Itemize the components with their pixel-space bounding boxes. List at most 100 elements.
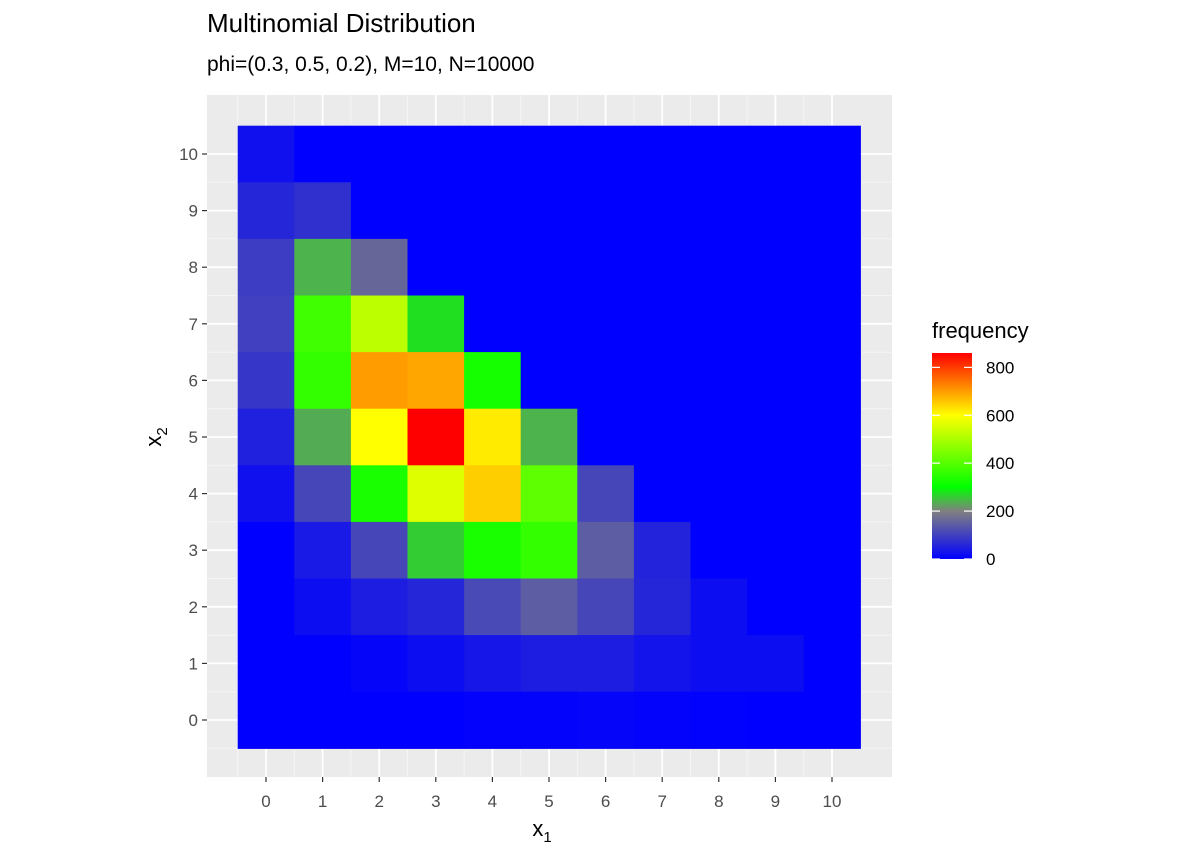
heatmap-tile <box>237 691 295 749</box>
heatmap-tile <box>407 238 465 297</box>
heatmap-tile <box>407 578 465 636</box>
heatmap-tile <box>407 635 465 693</box>
heatmap-tile <box>747 182 805 240</box>
heatmap-tile <box>633 691 692 749</box>
heatmap-tile <box>407 465 465 523</box>
heatmap-tile <box>747 295 805 353</box>
heatmap-tile <box>577 125 635 183</box>
heatmap-tile <box>633 635 692 693</box>
heatmap-tile <box>690 635 748 693</box>
y-tick-label: 3 <box>189 541 198 560</box>
heatmap-tile <box>803 521 861 580</box>
heatmap-tile <box>690 408 748 466</box>
heatmap-tile <box>577 238 635 297</box>
heatmap-tile <box>350 465 409 523</box>
y-tick-label: 8 <box>189 258 198 277</box>
legend-label: 200 <box>986 502 1014 521</box>
x-tick-label: 4 <box>488 792 497 811</box>
heatmap-tile <box>464 125 522 183</box>
heatmap-tile <box>803 408 861 466</box>
legend-ticks: 0 200 400 600 800 <box>932 358 1014 569</box>
heatmap-tile <box>294 295 352 353</box>
x-tick-label: 2 <box>374 792 383 811</box>
heatmap-tile <box>350 352 409 410</box>
legend-title: frequency <box>932 318 1029 343</box>
heatmap-tile <box>690 521 748 580</box>
heatmap-tile <box>520 295 578 353</box>
heatmap-tile <box>237 578 295 636</box>
heatmap-tile <box>464 578 522 636</box>
heatmap-tile <box>464 295 522 353</box>
x-tick-label: 1 <box>318 792 327 811</box>
chart-subtitle: phi=(0.3, 0.5, 0.2), M=10, N=10000 <box>207 53 535 76</box>
heatmap-tile <box>690 182 748 240</box>
heatmap-tile <box>237 295 295 353</box>
heatmap-tile <box>237 125 295 183</box>
heatmap-tile <box>633 408 692 466</box>
legend-label: 0 <box>986 550 995 569</box>
heatmap-tile <box>633 295 692 353</box>
heatmap-tile <box>294 691 352 749</box>
y-tick-label: 5 <box>189 428 198 447</box>
heatmap-tile <box>577 521 635 580</box>
heatmap-tile <box>464 465 522 523</box>
heatmap-tile <box>747 125 805 183</box>
heatmap-tile <box>237 465 295 523</box>
heatmap-tile <box>237 238 295 297</box>
heatmap-tile <box>294 521 352 580</box>
heatmap-tile <box>520 635 578 693</box>
heatmap-tile <box>633 465 692 523</box>
heatmap-tile <box>294 125 352 183</box>
heatmap-tile <box>577 182 635 240</box>
legend-colorbar <box>932 353 972 559</box>
heatmap-tile <box>747 352 805 410</box>
x-tick-label: 5 <box>544 792 553 811</box>
heatmap-tile <box>237 352 295 410</box>
heatmap-tile <box>520 578 578 636</box>
y-tick-label: 6 <box>189 371 198 390</box>
y-tick-label: 7 <box>189 315 198 334</box>
heatmap-tile <box>520 521 578 580</box>
heatmap-tile <box>633 352 692 410</box>
heatmap-tile <box>690 578 748 636</box>
heatmap-tile <box>747 578 805 636</box>
x-tick-label: 6 <box>601 792 610 811</box>
y-tick-label: 1 <box>189 654 198 673</box>
heatmap-tile <box>520 691 578 749</box>
heatmap-tile <box>747 635 805 693</box>
y-tick-label: 2 <box>189 598 198 617</box>
heatmap-tile <box>577 691 635 749</box>
heatmap-tile <box>237 408 295 466</box>
chart-title: Multinomial Distribution <box>207 8 476 38</box>
heatmap-tile <box>803 238 861 297</box>
heatmap-tile <box>520 465 578 523</box>
heatmap-tile <box>350 295 409 353</box>
heatmap-tile <box>577 295 635 353</box>
heatmap-tile <box>520 182 578 240</box>
legend-label: 800 <box>986 358 1014 377</box>
heatmap-tile <box>294 238 352 297</box>
heatmap-tile <box>294 352 352 410</box>
heatmap-tile <box>350 408 409 466</box>
heatmap-tile <box>803 352 861 410</box>
x-tick-label: 3 <box>431 792 440 811</box>
heatmap-tile <box>464 182 522 240</box>
heatmap-tile <box>464 238 522 297</box>
y-axis-title-main: x <box>141 436 166 447</box>
heatmap-tile <box>803 295 861 353</box>
heatmap-tile <box>294 465 352 523</box>
heatmap-tile <box>803 578 861 636</box>
heatmap-tile <box>803 182 861 240</box>
heatmap-tile <box>520 125 578 183</box>
y-tick-label: 4 <box>189 485 198 504</box>
x-tick-label: 10 <box>823 792 842 811</box>
heatmap-tile <box>464 635 522 693</box>
y-tick-label: 9 <box>189 202 198 221</box>
heatmap-tile <box>520 408 578 466</box>
heatmap-tile <box>690 691 748 749</box>
heatmap-tile <box>407 125 465 183</box>
heatmap-tile <box>577 578 635 636</box>
heatmap-tile <box>464 408 522 466</box>
heatmap-tile <box>577 352 635 410</box>
heatmap-tile <box>350 125 409 183</box>
